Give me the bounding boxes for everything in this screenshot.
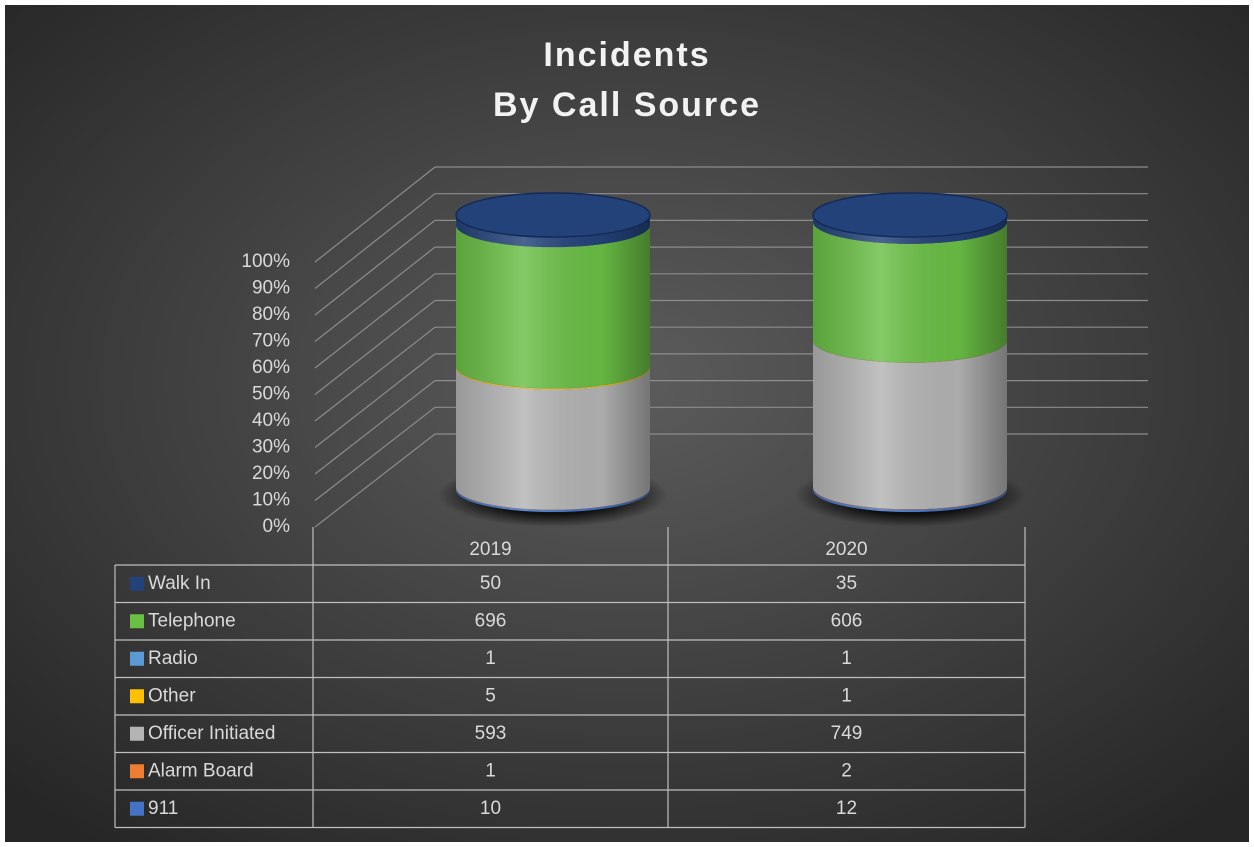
legend-label: Radio (148, 648, 198, 669)
cylinder-shade (813, 215, 1007, 244)
table-value: 1 (841, 648, 852, 669)
y-tick-label: 0% (263, 516, 291, 537)
legend-key (130, 689, 144, 704)
cylinder-shade (813, 221, 1007, 363)
grid-line (314, 219, 436, 316)
legend-label: 911 (148, 798, 178, 819)
table-value: 2 (841, 760, 852, 781)
grid-line (314, 353, 436, 448)
grid-line (314, 433, 436, 528)
legend-label: Officer Initiated (148, 723, 275, 744)
x-tick-label: 2019 (469, 539, 511, 560)
y-tick-label: 50% (252, 384, 290, 405)
table-value: 35 (836, 573, 857, 594)
legend-key (130, 764, 144, 779)
table-value: 696 (475, 610, 507, 631)
y-tick-label: 10% (252, 490, 290, 511)
grid-line (314, 300, 436, 395)
y-tick-label: 90% (252, 278, 290, 299)
table-value: 12 (836, 798, 857, 819)
y-tick-label: 60% (252, 357, 290, 378)
y-tick-label: 80% (252, 304, 290, 325)
legend-label: Telephone (148, 610, 236, 631)
x-tick-label: 2020 (825, 539, 867, 560)
cylinder-shade (813, 340, 1007, 510)
legend-label: Walk In (148, 573, 211, 594)
cylinder-shade (456, 225, 650, 389)
table-value: 606 (831, 610, 863, 631)
legend-label: Alarm Board (148, 760, 254, 781)
cylinder-top (455, 192, 651, 238)
table-value: 50 (480, 573, 501, 594)
table-value: 10 (480, 798, 501, 819)
legend-key (130, 651, 144, 666)
legend-key (130, 801, 144, 816)
cylinder-shade (456, 367, 650, 510)
cylinder-shade (456, 215, 650, 248)
y-tick-label: 30% (252, 437, 290, 458)
legend-key (130, 576, 144, 591)
grid-line (314, 166, 436, 263)
y-tick-label: 70% (252, 331, 290, 352)
grid-line (314, 246, 436, 342)
table-value: 1 (841, 685, 852, 706)
table-value: 1 (485, 648, 496, 669)
table-value: 593 (475, 723, 507, 744)
legend-label: Other (148, 685, 196, 706)
grid-line (314, 380, 436, 475)
table-value: 1 (485, 760, 496, 781)
grid-line (314, 273, 436, 369)
chart-title: Incidents (543, 36, 710, 74)
table-value: 5 (485, 685, 496, 706)
legend-key (130, 614, 144, 629)
grid-line (314, 406, 436, 501)
y-tick-label: 100% (241, 251, 290, 272)
y-tick-label: 20% (252, 463, 290, 484)
table-value: 749 (831, 723, 863, 744)
chart-title: By Call Source (493, 86, 761, 124)
grid-line (314, 193, 436, 289)
legend-key (130, 726, 144, 741)
y-tick-label: 40% (252, 410, 290, 431)
grid-line (314, 326, 436, 422)
cylinder-top (812, 192, 1008, 238)
